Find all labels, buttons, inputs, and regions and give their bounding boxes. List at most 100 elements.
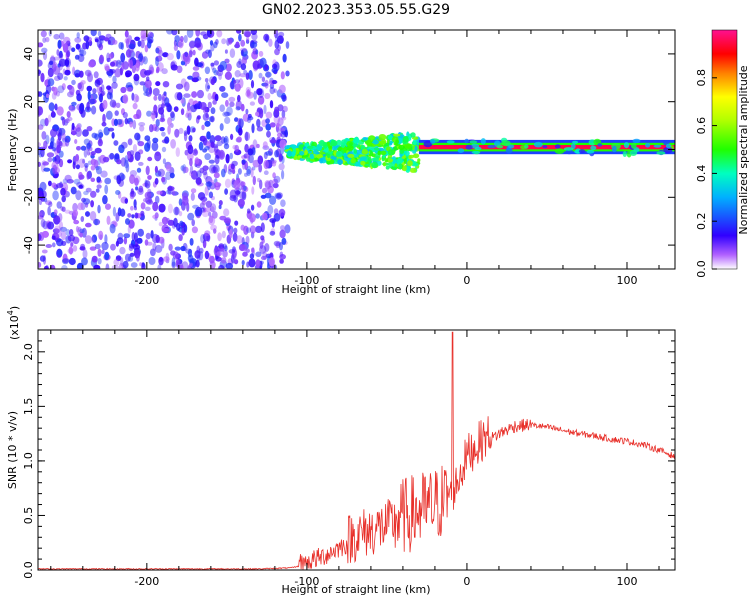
noise-blob	[261, 76, 266, 83]
signal-band-blob	[465, 144, 473, 150]
noise-blob	[272, 79, 277, 85]
noise-blob	[62, 36, 71, 45]
noise-blob	[186, 151, 194, 161]
signal-band-blob	[469, 140, 478, 144]
noise-blob	[157, 264, 162, 269]
noise-blob	[208, 159, 215, 164]
noise-blob	[279, 251, 284, 257]
signal-blob	[374, 147, 380, 151]
noise-blob	[227, 168, 233, 175]
noise-blob	[121, 141, 128, 149]
noise-blob	[156, 62, 164, 72]
noise-blob	[243, 69, 248, 75]
snr-scale-note: (x104)	[6, 306, 21, 340]
noise-blob	[251, 123, 255, 134]
noise-blob	[223, 111, 231, 117]
colorbar: 0.0 0.2 0.4 0.6 0.8 Normalized spectral ampl…	[695, 29, 750, 278]
noise-blob	[76, 93, 82, 102]
noise-blob	[265, 111, 273, 119]
noise-blob	[234, 220, 239, 226]
noise-blob	[152, 137, 159, 143]
noise-blob	[138, 53, 144, 62]
noise-blob	[119, 208, 126, 217]
noise-blob	[272, 178, 279, 184]
noise-blob	[106, 92, 112, 100]
signal-band-blob	[623, 142, 630, 149]
noise-blob	[61, 265, 68, 269]
signal-band-blob	[632, 138, 641, 144]
signal-blob	[353, 148, 357, 154]
signal-blob	[417, 158, 421, 163]
noise-blob	[124, 253, 131, 262]
noise-blob	[246, 165, 252, 175]
noise-blob	[39, 255, 46, 262]
noise-blob	[204, 146, 210, 151]
noise-blob	[131, 65, 136, 74]
noise-blob	[58, 32, 65, 40]
noise-blob	[111, 265, 120, 269]
noise-blob	[63, 76, 68, 81]
noise-blob	[251, 166, 256, 171]
noise-blob	[278, 208, 286, 217]
noise-blob	[249, 101, 255, 106]
noise-blob	[280, 199, 286, 207]
noise-blob	[42, 37, 47, 43]
noise-blob	[264, 181, 271, 190]
noise-blob	[262, 251, 268, 260]
noise-blob	[146, 199, 154, 205]
noise-blob	[219, 123, 224, 131]
noise-blob	[246, 91, 254, 99]
noise-blob	[79, 49, 87, 56]
noise-blob	[236, 136, 242, 143]
noise-blob	[175, 83, 184, 90]
noise-blob	[74, 54, 80, 60]
noise-blob	[261, 212, 268, 221]
noise-blob	[196, 89, 204, 99]
noise-blob	[133, 199, 137, 208]
signal-band-blob	[554, 148, 565, 155]
noise-blob	[175, 147, 180, 158]
noise-blob	[140, 39, 145, 49]
noise-blob	[171, 257, 176, 267]
noise-blob	[204, 207, 212, 213]
noise-blob	[216, 251, 222, 257]
noise-blob	[104, 65, 110, 72]
x-tick-label: -100	[294, 274, 319, 287]
noise-blob	[92, 88, 97, 94]
noise-blob	[83, 35, 90, 42]
noise-blob	[191, 91, 198, 98]
noise-blob	[244, 172, 248, 177]
noise-blob	[248, 70, 253, 80]
noise-blob	[117, 232, 124, 240]
noise-blob	[210, 224, 218, 231]
noise-blob	[77, 53, 85, 63]
noise-blob	[260, 222, 265, 233]
noise-blob	[157, 168, 165, 177]
noise-blob	[250, 204, 255, 211]
noise-blob	[135, 186, 139, 191]
noise-blob	[118, 42, 123, 50]
noise-blob	[198, 141, 204, 151]
noise-blob	[127, 225, 131, 234]
noise-blob	[97, 248, 102, 257]
noise-blob	[208, 215, 214, 224]
noise-blob	[98, 35, 106, 41]
signal-band-blob	[471, 150, 481, 154]
signal-blob	[313, 149, 318, 155]
noise-blob	[170, 112, 176, 122]
noise-blob	[158, 93, 162, 102]
snr-scale-prefix: (x10	[8, 315, 21, 340]
noise-blob	[101, 121, 107, 127]
noise-blob	[232, 232, 238, 242]
noise-blob	[240, 49, 244, 56]
noise-blob	[109, 69, 116, 74]
noise-blob	[132, 119, 137, 130]
noise-blob	[53, 56, 61, 61]
noise-blob	[57, 85, 65, 94]
noise-blob	[146, 241, 153, 246]
noise-blob	[158, 107, 165, 115]
noise-blob	[121, 61, 125, 72]
noise-blob	[76, 146, 81, 151]
noise-blob	[106, 57, 111, 63]
